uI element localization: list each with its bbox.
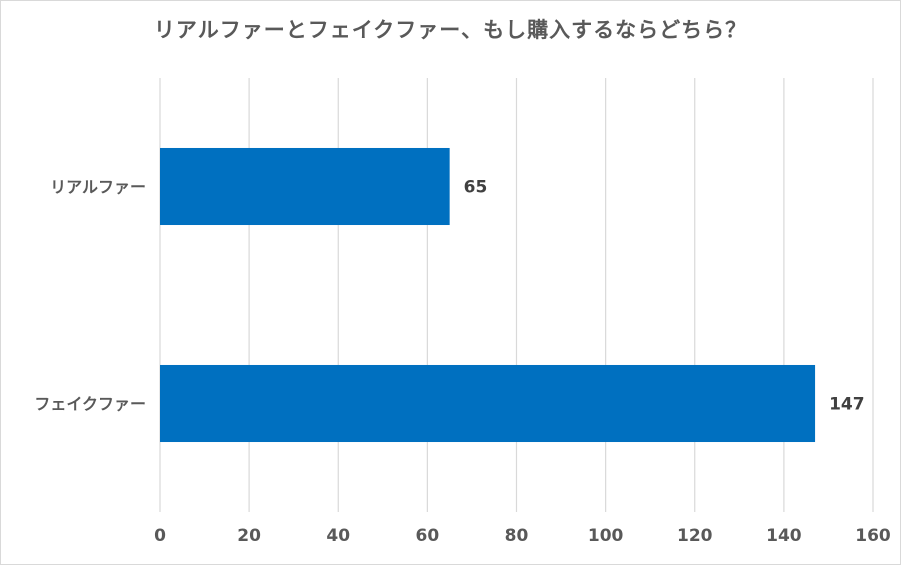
x-tick-label-60: 60: [416, 526, 440, 546]
x-tick-label-100: 100: [588, 526, 624, 546]
category-label-1: リアルファー: [50, 178, 146, 197]
chart-title: リアルファーとフェイクファー、もし購入するならどちら？: [153, 18, 748, 42]
x-tick-label-140: 140: [766, 526, 802, 546]
data-label-1: 65: [464, 178, 488, 198]
x-tick-label-20: 20: [237, 526, 261, 546]
x-tick-label-120: 120: [677, 526, 713, 546]
data-label-2: 147: [829, 395, 865, 415]
bars: [160, 147, 816, 443]
bar-1: [160, 147, 450, 226]
labels: 0 20 40 60 80 100 120 140 160 リアルファー 65 フェイクファー 147: [34, 178, 891, 547]
gridlines: [159, 78, 874, 512]
x-tick-label-160: 160: [855, 526, 891, 546]
x-tick-label-40: 40: [326, 526, 350, 546]
x-tick-label-80: 80: [505, 526, 529, 546]
x-tick-label-0: 0: [154, 526, 166, 546]
category-label-2: フェイクファー: [34, 395, 146, 414]
bar-2: [160, 364, 816, 443]
